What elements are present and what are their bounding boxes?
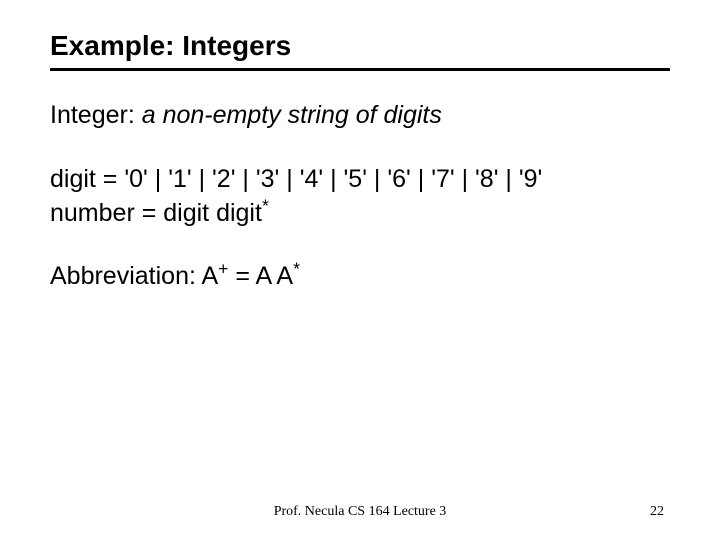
plus-sup: + — [218, 259, 228, 279]
slide: Example: Integers Integer: a non-empty s… — [0, 0, 720, 540]
digit-rule-line: digit = '0' | '1' | '2' | '3' | '4' | '5… — [50, 163, 670, 197]
footer-center-text: Prof. Necula CS 164 Lecture 3 — [274, 504, 447, 520]
slide-title: Example: Integers — [50, 30, 670, 62]
title-rule — [50, 68, 670, 71]
number-rule-line: number = digit digit* — [50, 197, 670, 231]
kleene-star: * — [262, 195, 269, 215]
definition-line: Integer: a non-empty string of digits — [50, 99, 670, 133]
abbreviation-line: Abbreviation: A+ = A A* — [50, 260, 670, 294]
definition-italic: a non-empty string of digits — [142, 101, 442, 129]
page-number: 22 — [650, 504, 664, 520]
star-sup: * — [293, 259, 300, 279]
number-rule-pre: number = digit digit — [50, 199, 262, 227]
abbrev-pre: Abbreviation: A — [50, 262, 218, 290]
abbrev-mid: = A A — [228, 262, 293, 290]
definition-prefix: Integer: — [50, 101, 142, 129]
